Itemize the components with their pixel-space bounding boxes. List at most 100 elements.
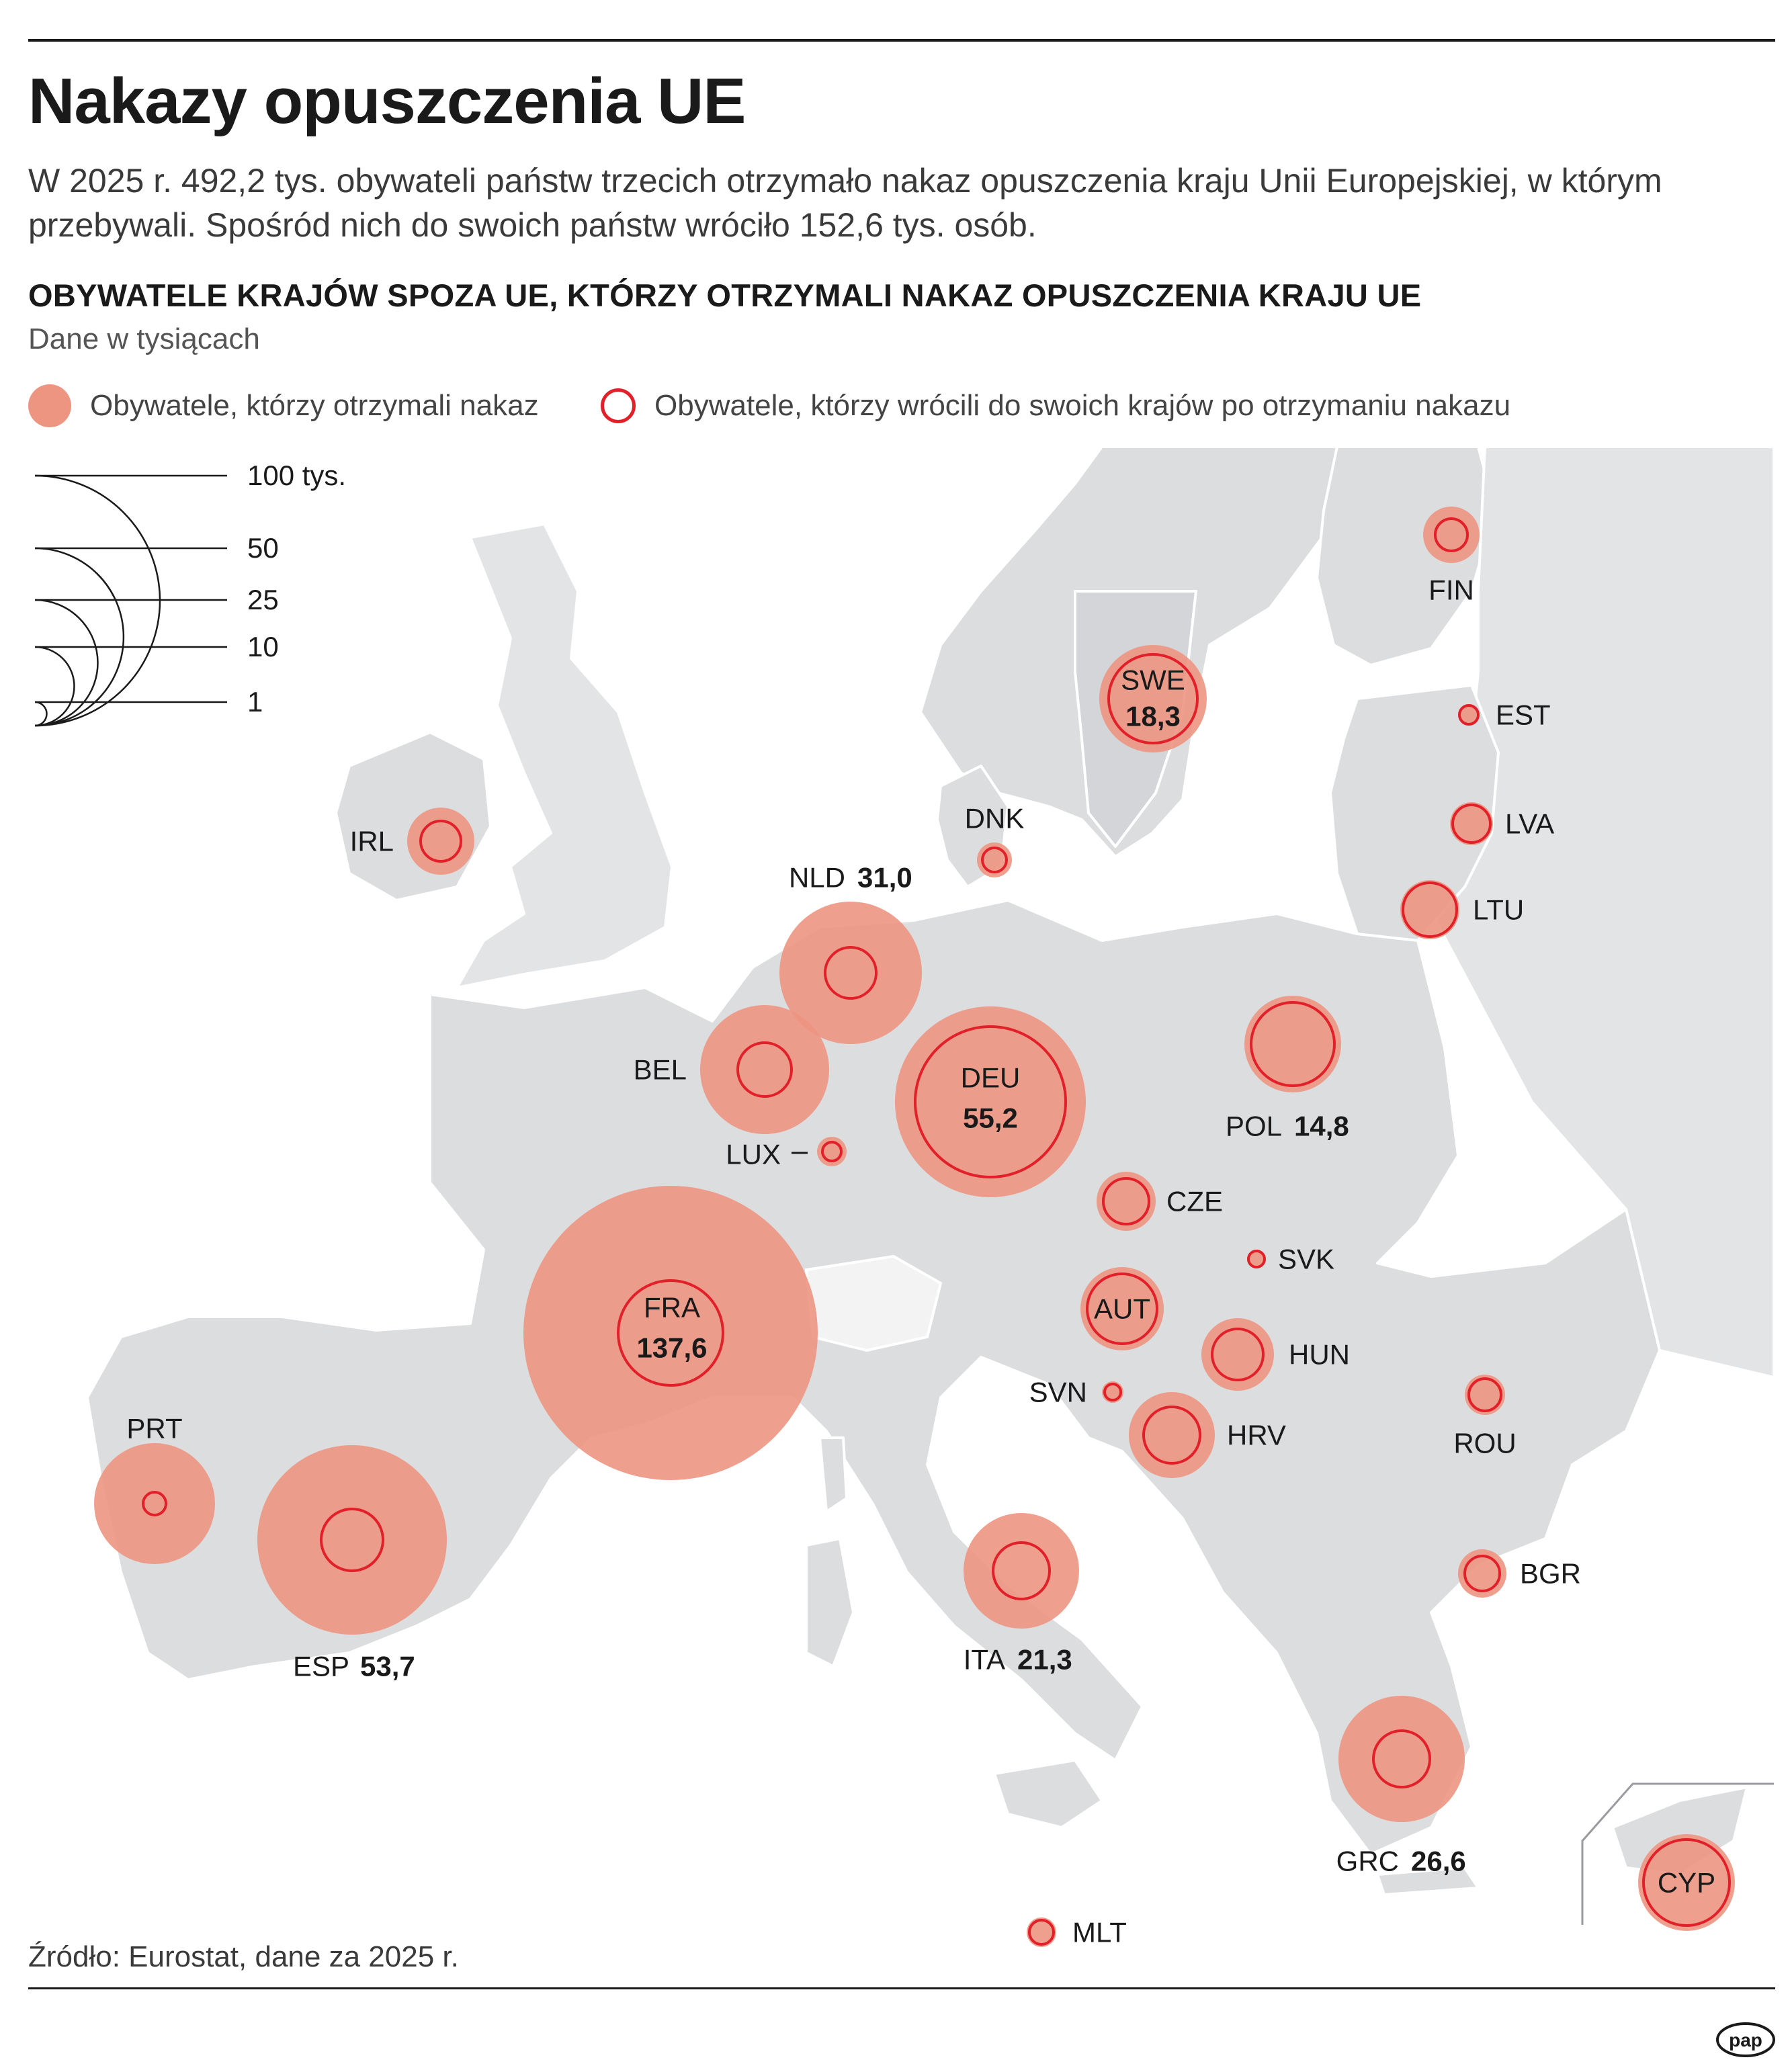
ring-returned-irl [419,820,462,863]
units-note: Dane w tysiącach [28,322,260,355]
ring-returned-svn [1103,1383,1122,1401]
legend-returned: Obywatele, którzy wrócili do swoich kraj… [601,384,1510,427]
ring-returned-fra [617,1279,724,1387]
ring-returned-hrv [1142,1406,1201,1465]
ring-returned-svk [1247,1250,1266,1268]
ring-returned-est [1458,704,1480,726]
country-code-cze: CZE [1166,1186,1223,1217]
country-code-hun: HUN [1289,1339,1350,1371]
country-code-aut: AUT [1094,1293,1150,1325]
switzerland-area [804,1254,943,1352]
bubble-received-bel [700,1005,829,1134]
country-code-fra: FRA [644,1292,700,1324]
country-code-swe: SWE [1121,664,1185,696]
bubble-received-nld [779,902,922,1044]
ring-returned-fin [1434,517,1469,552]
bubble-received-mlt [1027,1917,1056,1947]
country-code-bgr: BGR [1520,1558,1581,1590]
ring-returned-cyp [1642,1838,1731,1927]
country-code-deu: DEU [961,1062,1021,1094]
bubble-received-prt [94,1443,215,1564]
country-code-fin: FIN [1428,574,1474,606]
country-code-pol: POL [1226,1111,1282,1142]
ring-returned-lva [1451,804,1492,844]
cyprus-inset-frame [1581,1782,1774,1925]
country-code-irl: IRL [350,826,394,857]
bubble-received-swe [1099,645,1207,752]
legend-returned-label: Obywatele, którzy wrócili do swoich kraj… [654,389,1511,422]
ring-returned-rou [1467,1377,1502,1412]
country-value-nld: 31,0 [857,862,912,894]
bubble-received-est [1458,704,1480,726]
ring-returned-prt [142,1491,167,1516]
country-code-mlt: MLT [1072,1917,1127,1948]
country-code-bel: BEL [634,1054,687,1086]
chart-heading: OBYWATELE KRAJÓW SPOZA UE, KTÓRZY OTRZYM… [28,277,1422,313]
bubble-received-hrv [1129,1392,1215,1478]
bubble-received-irl [407,808,474,875]
scale-label-10: 10 [247,631,279,662]
ring-returned-grc [1372,1729,1431,1788]
ring-returned-dnk [981,847,1008,873]
ring-returned-deu [914,1025,1067,1178]
source-note: Źródło: Eurostat, dane za 2025 r. [28,1940,459,1973]
ring-returned-esp [320,1508,384,1572]
label-layer: FRA 137,6 DEU 55,2 ESP 53,7 NLD 31,0 GRC 26,6 ITA 2… [126,574,1715,1948]
ring-returned-pol [1250,1001,1336,1087]
country-value-fra: 137,6 [636,1332,707,1364]
country-value-ita: 21,3 [1017,1644,1072,1676]
ring-returned-bel [736,1041,793,1098]
ring-returned-hun [1211,1328,1265,1381]
legend-received: Obywatele, którzy otrzymali nakaz [28,384,539,427]
country-value-deu: 55,2 [963,1103,1018,1134]
ring-returned-ltu [1402,881,1458,938]
pap-logo-text: pap [1729,2030,1762,2051]
country-code-grc: GRC [1336,1846,1399,1877]
ring-circle-icon [601,388,636,423]
country-code-svn: SVN [1029,1377,1087,1408]
country-value-grc: 26,6 [1411,1846,1466,1877]
ring-returned-lux [821,1141,843,1162]
country-code-svk: SVK [1278,1244,1334,1275]
scale-label-100: 100 tys. [247,460,346,491]
filled-circle-icon [28,384,71,427]
scale-label-1: 1 [247,686,263,718]
pap-logo: pap [1716,2022,1775,2057]
ring-returned-bgr [1463,1555,1501,1592]
scale-label-50: 50 [247,532,279,564]
ring-returned-ita [992,1541,1051,1600]
bubble-received-ltu [1400,880,1459,939]
bottom-rule [28,1987,1775,1989]
bubble-received-rou [1465,1375,1505,1415]
ring-returned-mlt [1028,1919,1055,1946]
country-code-rou: ROU [1453,1428,1516,1459]
legend-received-label: Obywatele, którzy otrzymali nakaz [90,389,539,422]
bubble-received-lva [1450,802,1493,845]
country-code-esp: ESP [293,1651,349,1682]
bubble-received-fin [1423,507,1480,563]
ring-returned-aut [1086,1272,1158,1345]
ring-returned-swe [1107,653,1199,744]
country-code-lva: LVA [1505,808,1554,840]
country-value-swe: 18,3 [1125,701,1181,732]
bubble-received-deu [895,1006,1086,1197]
country-code-dnk: DNK [965,803,1025,834]
country-value-esp: 53,7 [360,1651,415,1682]
country-value-pol: 14,8 [1294,1111,1349,1142]
ring-returned-cze [1102,1177,1150,1225]
country-code-prt: PRT [126,1413,182,1444]
country-code-est: EST [1496,699,1551,731]
bubble-received-cze [1097,1172,1156,1231]
bubble-received-fra [523,1186,818,1480]
bubble-received-ita [964,1513,1079,1629]
subtitle: W 2025 r. 492,2 tys. obywateli państw tr… [28,162,1662,244]
page-title: Nakazy opuszczenia UE [28,65,746,137]
top-rule [28,39,1775,42]
bubble-received-cyp [1638,1834,1735,1931]
country-code-lux: LUX [726,1139,781,1170]
scale-legend [34,474,227,727]
bubble-received-pol [1244,996,1341,1092]
country-code-ltu: LTU [1473,894,1524,926]
bubble-received-aut [1080,1267,1164,1350]
